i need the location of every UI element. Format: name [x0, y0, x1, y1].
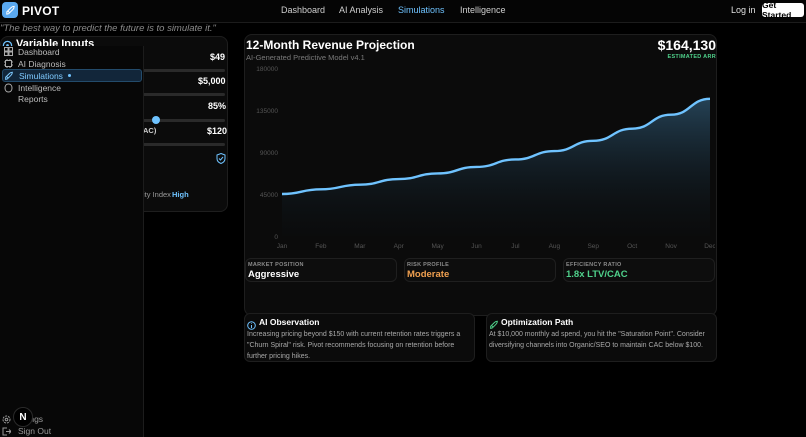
gear-icon — [2, 415, 14, 424]
x-tick-label: Dec — [704, 243, 715, 250]
metric-label: MARKET POSITION — [248, 262, 304, 268]
cac-slider[interactable] — [143, 143, 225, 146]
x-tick-label: Jan — [277, 243, 288, 250]
y-tick-label: 180000 — [256, 66, 278, 73]
rocket-icon — [489, 317, 499, 335]
info-icon — [247, 317, 256, 335]
sidebar-item-label: Dashboard — [18, 46, 60, 57]
x-tick-label: May — [431, 243, 444, 250]
market-position-metric: MARKET POSITION Aggressive — [245, 258, 397, 282]
sidebar-item-label: Simulations — [19, 70, 63, 81]
metric-label: EFFICIENCY RATIO — [566, 262, 622, 268]
nav-simulations[interactable]: Simulations — [398, 5, 445, 15]
metric-value: Moderate — [407, 269, 450, 280]
price-slider[interactable] — [143, 69, 225, 72]
chart-title: 12-Month Revenue Projection — [246, 38, 415, 52]
revenue-area-chart: 0 45000 90000 135000 180000 Jan Feb Mar Apr May J… — [256, 66, 715, 250]
ad-spend-value: $5,000 — [198, 76, 226, 86]
login-link[interactable]: Log in — [731, 5, 756, 15]
ad-spend-slider[interactable] — [143, 93, 225, 96]
efficiency-ratio-metric: EFFICIENCY RATIO 1.8x LTV/CAC — [563, 258, 715, 282]
active-indicator-dot — [67, 74, 71, 77]
optimization-path-title: Optimization Path — [501, 317, 574, 327]
x-tick-label: Feb — [315, 243, 327, 250]
optimization-path-card: Optimization Path At $10,000 monthly ad … — [486, 313, 717, 362]
metric-value: 1.8x LTV/CAC — [566, 269, 628, 280]
cac-value: $120 — [207, 126, 228, 136]
x-tick-label: Sep — [587, 243, 599, 250]
ai-observation-text: Increasing pricing beyond $150 with curr… — [247, 329, 460, 362]
cac-label: AC) — [143, 126, 157, 135]
sidebar-item-label: Sign Out — [18, 426, 52, 436]
grid-icon — [2, 47, 14, 56]
top-navbar: PIVOT Dashboard AI Analysis Simulations … — [0, 0, 806, 23]
revenue-area — [282, 98, 710, 236]
x-tick-label: Nov — [665, 243, 677, 250]
sidebar-item-reports[interactable]: Reports — [2, 93, 140, 104]
rocket-icon — [3, 71, 15, 81]
estimated-arr-label: ESTIMATED ARR — [667, 54, 716, 60]
sidebar-item-dashboard[interactable]: Dashboard — [2, 46, 140, 57]
text-line: further pricing hikes. — [247, 353, 311, 360]
text-line: Increasing pricing beyond $150 with curr… — [247, 331, 461, 338]
sidebar-item-label: Reports — [18, 93, 48, 104]
metric-value: Aggressive — [248, 269, 300, 280]
x-tick-label: Aug — [549, 243, 561, 250]
retention-slider[interactable] — [143, 119, 225, 122]
retention-value: 85% — [208, 101, 227, 111]
retention-slider-handle[interactable] — [152, 116, 160, 124]
revenue-line — [281, 97, 711, 196]
avatar[interactable]: N — [13, 407, 33, 427]
x-tick-label: Mar — [354, 243, 366, 250]
sidebar-item-label: Intelligence — [18, 82, 62, 93]
metric-label: RISK PROFILE — [407, 262, 450, 268]
sidebar-item-intelligence[interactable]: Intelligence — [2, 82, 140, 93]
sign-out-icon — [2, 427, 14, 436]
y-tick-label: 0 — [274, 234, 278, 241]
text-line: "Churn Spiral" risk. Pivot recommends fo… — [247, 342, 455, 349]
shield-check-icon — [216, 151, 226, 169]
text-line: diversifying channels into Organic/SEO t… — [489, 342, 703, 349]
tagline: "The best way to predict the future is t… — [0, 23, 216, 34]
nav-dashboard[interactable]: Dashboard — [281, 5, 326, 15]
ai-observation-title: AI Observation — [259, 317, 320, 327]
rocket-logo-icon[interactable] — [2, 2, 18, 18]
sidebar-item-simulations[interactable]: Simulations — [2, 69, 142, 82]
price-value: $49 — [210, 52, 226, 62]
sidebar-item-ai-diagnosis[interactable]: AI Diagnosis — [2, 58, 140, 69]
y-tick-label: 45000 — [260, 192, 278, 199]
optimization-path-text: At $10,000 monthly ad spend, you hit the… — [489, 329, 705, 351]
risk-profile-metric: RISK PROFILE Moderate — [404, 258, 556, 282]
x-tick-label: Apr — [394, 243, 405, 250]
nav-ai-analysis[interactable]: AI Analysis — [339, 5, 384, 15]
get-started-button[interactable]: Get Started — [762, 0, 804, 20]
sidebar-item-sign-out[interactable]: Sign Out — [2, 426, 51, 436]
y-tick-label: 135000 — [256, 108, 278, 115]
x-tick-label: Oct — [627, 243, 637, 250]
text-line: At $10,000 monthly ad spend, you hit the… — [489, 331, 705, 338]
brain-icon — [2, 82, 14, 93]
sidebar-item-label: AI Diagnosis — [18, 58, 66, 69]
y-tick-label: 90000 — [260, 150, 278, 157]
ai-observation-card: AI Observation Increasing pricing beyond… — [244, 313, 475, 362]
stability-index-value: High — [172, 190, 189, 199]
chip-icon — [2, 59, 14, 68]
x-tick-label: Jun — [471, 243, 482, 250]
sidebar — [0, 46, 144, 437]
nav-intelligence[interactable]: Intelligence — [460, 5, 506, 15]
stability-index-label: ity Index — [143, 190, 171, 199]
estimated-arr-value: $164,130 — [657, 37, 716, 53]
brand-name[interactable]: PIVOT — [22, 4, 60, 18]
x-tick-label: Jul — [511, 243, 520, 250]
chart-subtitle: AI-Generated Predictive Model v4.1 — [246, 53, 365, 62]
